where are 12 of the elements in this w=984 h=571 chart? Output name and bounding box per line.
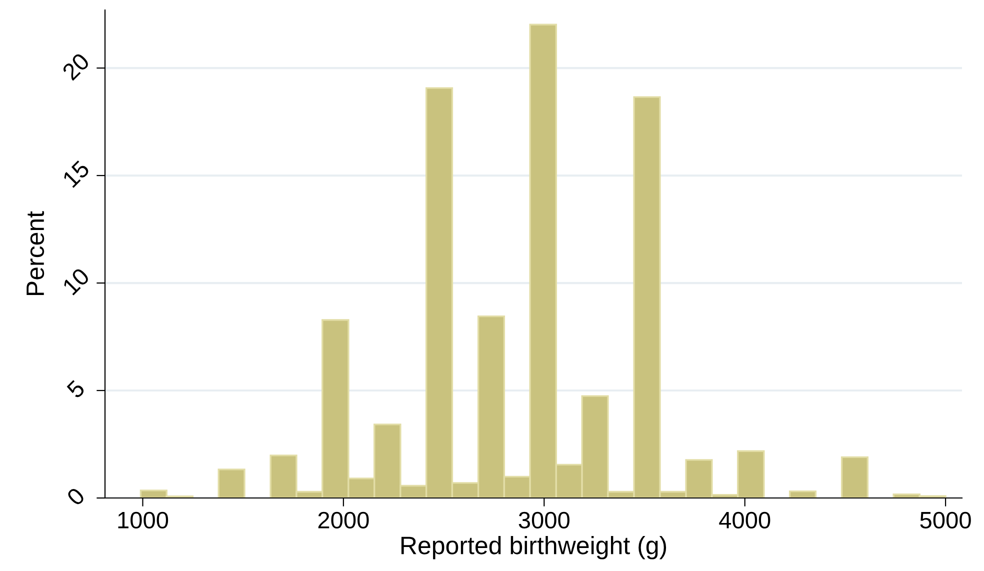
y-axis-title: Percent <box>26 211 44 296</box>
y-tick-label: 15 <box>62 160 90 188</box>
x-tick-label: 1000 <box>118 512 168 529</box>
x-tick-label: 3000 <box>518 512 570 529</box>
x-axis-title: Reported birthweight (g) <box>401 536 666 560</box>
x-tick-label: 4000 <box>719 512 770 529</box>
x-tick-label: 5000 <box>920 512 971 529</box>
y-tick-label: 5 <box>66 379 86 399</box>
x-tick-label: 2000 <box>318 512 369 529</box>
y-tick-label: 20 <box>61 52 90 81</box>
y-tick-label: 10 <box>62 267 90 296</box>
y-tick-label: 0 <box>66 486 86 506</box>
